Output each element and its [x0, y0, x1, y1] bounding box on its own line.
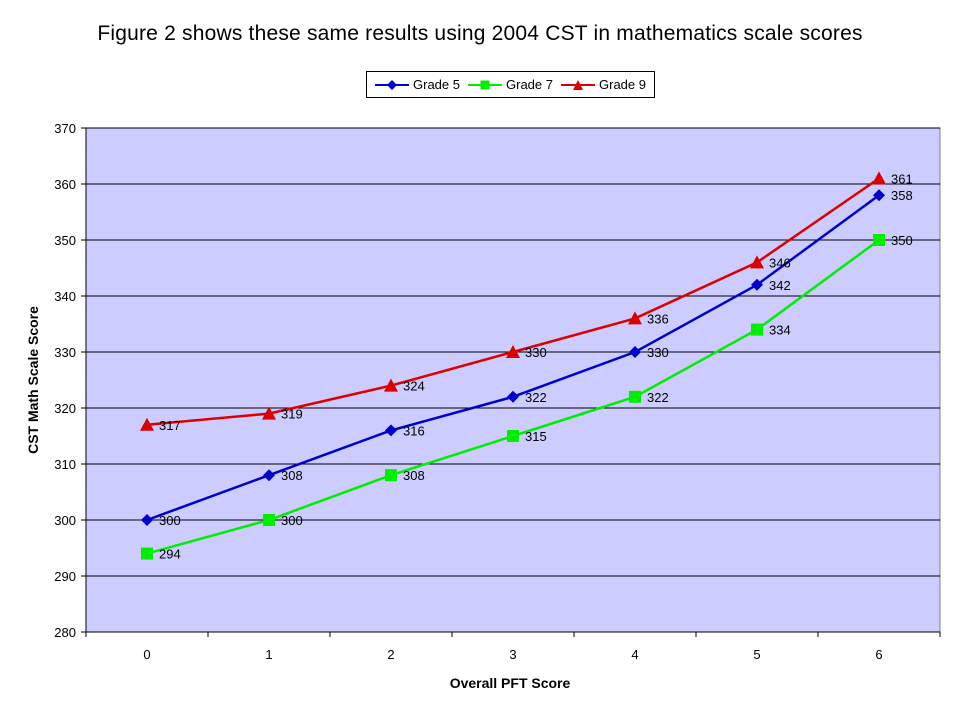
data-point [263, 469, 275, 482]
series-grade-7: 294 300 308 315 322 334 350 [141, 233, 913, 562]
y-tick-label: 330 [54, 345, 76, 360]
triangle-marker-icon [561, 79, 595, 90]
y-axis-title: CST Math Scale Score [25, 306, 41, 454]
y-tick-label: 360 [54, 177, 76, 192]
data-point [873, 234, 885, 246]
y-tick-label: 310 [54, 457, 76, 472]
series-grade-9: 317 319 324 330 336 346 361 [140, 171, 913, 433]
data-point [629, 346, 641, 358]
data-label: 346 [769, 255, 791, 270]
data-label: 361 [891, 171, 913, 186]
y-tick-label: 320 [54, 401, 76, 416]
y-tick-label: 350 [54, 233, 76, 248]
data-point [873, 189, 885, 202]
y-tick-label: 280 [54, 625, 76, 640]
y-tick-label: 300 [54, 513, 76, 528]
legend-label-grade-5: Grade 5 [413, 77, 460, 92]
x-tick-label: 3 [509, 647, 516, 662]
y-tick-label: 290 [54, 569, 76, 584]
data-label: 294 [159, 547, 181, 562]
data-label: 342 [769, 278, 791, 293]
chart-title: Figure 2 shows these same results using … [97, 22, 863, 45]
x-tick-label: 5 [753, 647, 760, 662]
legend-item-grade-7: Grade 7 [468, 77, 553, 92]
data-point [141, 514, 153, 526]
data-point [628, 311, 642, 325]
data-label: 300 [281, 513, 303, 528]
data-point [629, 390, 641, 403]
data-label: 316 [403, 423, 425, 438]
data-point [263, 514, 275, 526]
data-label: 315 [525, 429, 547, 444]
data-label: 334 [769, 323, 791, 338]
x-tick-label: 6 [875, 647, 882, 662]
legend-item-grade-5: Grade 5 [375, 77, 460, 92]
data-label: 358 [891, 188, 913, 203]
square-marker-icon [468, 80, 502, 89]
data-point [750, 255, 764, 269]
data-label: 319 [281, 407, 303, 422]
x-tick-label: 4 [631, 647, 638, 662]
series-grade-5: 300 308 316 322 330 342 358 [141, 188, 913, 528]
y-tick-label: 370 [54, 121, 76, 136]
data-point [384, 378, 398, 392]
data-point [872, 171, 886, 185]
data-label: 324 [403, 379, 425, 394]
data-label: 317 [159, 418, 181, 433]
x-axis-title: Overall PFT Score [450, 675, 571, 691]
data-label: 308 [403, 468, 425, 483]
legend-item-grade-9: Grade 9 [561, 77, 646, 92]
data-label: 322 [525, 390, 547, 405]
data-point [141, 547, 153, 560]
data-point [507, 430, 519, 442]
legend-label-grade-9: Grade 9 [599, 77, 646, 92]
plot-area [85, 127, 941, 633]
data-point [506, 345, 520, 358]
data-point [262, 406, 276, 420]
data-point [140, 417, 154, 431]
data-point [507, 390, 519, 403]
data-label: 330 [647, 345, 669, 360]
x-tick-label: 1 [265, 647, 272, 662]
legend-label-grade-7: Grade 7 [506, 77, 553, 92]
data-point [751, 323, 763, 336]
data-label: 322 [647, 390, 669, 405]
data-label: 300 [159, 513, 181, 528]
data-label: 330 [525, 345, 547, 360]
y-tick-label: 340 [54, 289, 76, 304]
x-tick-label: 2 [387, 647, 394, 662]
legend: Grade 5 Grade 7 Grade 9 [366, 71, 655, 98]
data-label: 308 [281, 468, 303, 483]
data-point [385, 424, 397, 437]
data-label: 336 [647, 311, 669, 326]
x-tick-label: 0 [143, 647, 150, 662]
diamond-marker-icon [375, 79, 409, 90]
data-point [751, 278, 763, 291]
data-point [385, 469, 397, 482]
data-label: 350 [891, 233, 913, 248]
